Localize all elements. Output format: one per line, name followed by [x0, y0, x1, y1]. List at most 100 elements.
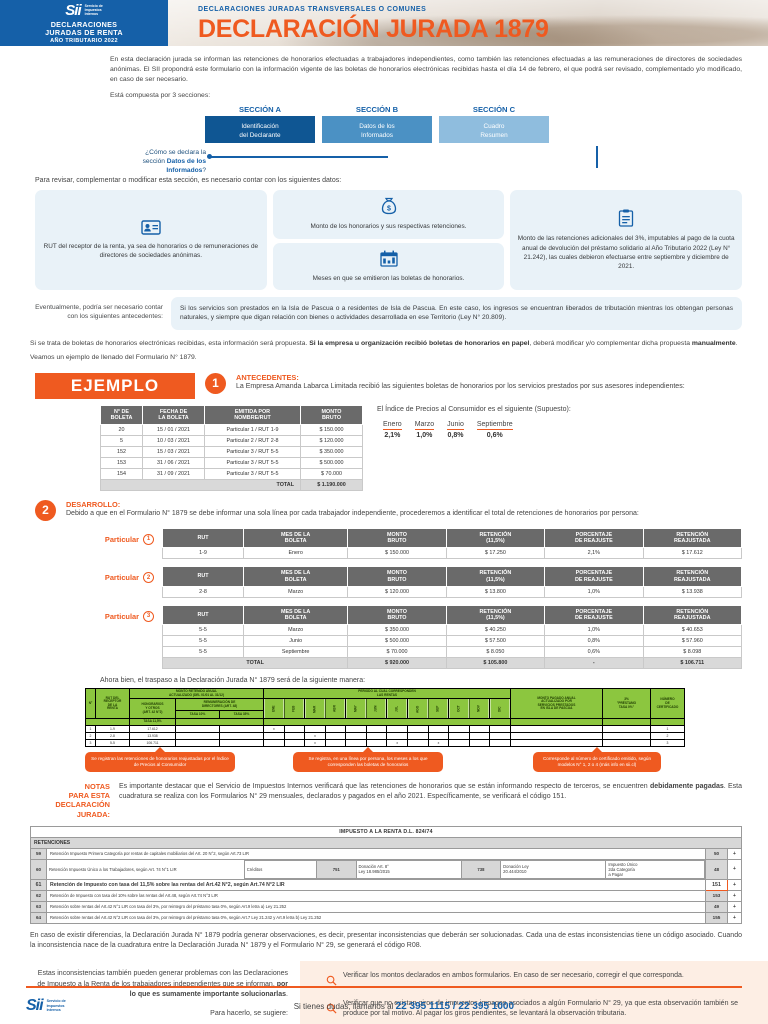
th-reajustada: RETENCIÓN REAJUSTADA — [642, 527, 743, 549]
cell-mes — [345, 738, 367, 747]
cell-mes — [324, 731, 347, 740]
sugerencia-text: Verificar los montos declarados en ambos… — [343, 972, 684, 980]
ipc-item: Marzo 1,0% — [414, 420, 435, 439]
ipc-month: Marzo — [414, 420, 435, 430]
gt-th-mes: NOV — [469, 698, 490, 719]
callout-meses: Se registra, en una línea por persona, l… — [293, 746, 443, 772]
particular-3-label-text: Particular — [104, 611, 139, 621]
notas-section: NOTAS PARA ESTA DECLARACIÓN JURADA: Es i… — [0, 772, 768, 819]
green-table-wrap: N° RUT DEL RECEPTOR DE LA RENTA MONTO RETEN… — [0, 684, 768, 747]
gt-th-mes: JUN — [366, 698, 387, 719]
boletas-ipc-zone: N° DE BOLETA FECHA DE LA BOLETA EMITIDA PO… — [0, 399, 768, 491]
diferencias-text: En caso de existir diferencias, la Decla… — [30, 931, 742, 949]
cell: 5-5 — [161, 624, 245, 637]
notice-t1: Si se trata de boletas de honorarios ele… — [30, 339, 310, 347]
cell: 1,0% — [544, 585, 644, 598]
th-mes: MES DE LA BOLETA — [243, 604, 349, 626]
callout-retenciones: Se registran las retenciones de honorari… — [85, 746, 235, 772]
sugerencias-left-t2: . — [286, 991, 288, 999]
table-row: 63 Retención sobre rentas del Art.42 N°1… — [30, 900, 742, 913]
intro-section: En esta declaración jurada se informan l… — [0, 46, 768, 100]
card-honorarios: $ Monto de los honorarios y sus respecti… — [272, 190, 505, 239]
desarrollo-title: DESARROLLO: — [66, 499, 121, 509]
sugerencias-right: Verificar los montos declarados en ambos… — [300, 961, 768, 1024]
seccion-c: SECCIÓN C Cuadro Resumen — [439, 105, 549, 144]
table-row: 1-9 Enero $ 150.000 $ 17.250 2,1% $ 17.612 — [161, 547, 743, 560]
seccion-c-box: Cuadro Resumen — [439, 116, 549, 144]
ipc-item: Enero 2,1% — [383, 421, 402, 439]
table-row: 153 31 / 06 / 2021 Particular 3 / RUT 5-5 $… — [100, 456, 363, 469]
notas-body: Es importante destacar que el Servicio d… — [119, 782, 742, 802]
ipc-item: Septiembre 0,6% — [476, 420, 513, 439]
cell: 1-9 — [161, 547, 245, 560]
boletas-total-value: $ 1.190.000 — [300, 478, 363, 491]
header-badge-line2: JURADAS DE RENTA — [45, 28, 123, 37]
th-reajustada: RETENCIÓN REAJUSTADA — [642, 566, 743, 587]
cell: 20 — [100, 423, 143, 436]
cell: $ 500.000 — [347, 635, 447, 648]
footer-contact-text: Si tienes dudas, llámanos al — [293, 1001, 394, 1011]
th-retencion: RETENCIÓN (11,5%) — [445, 527, 546, 549]
intro-paragraph-1: En esta declaración jurada se informan l… — [110, 56, 742, 83]
gt-th-mes: OCT — [448, 698, 470, 719]
cell-mes — [427, 731, 450, 740]
rt-inner-label-main: Retención Impuesto Único a los Trabajado… — [49, 866, 177, 872]
cell: $ 150.000 — [300, 423, 363, 436]
cell-t10 — [175, 731, 220, 740]
th-retencion: RETENCIÓN (11,5%) — [445, 604, 546, 626]
cell-mes — [345, 724, 367, 733]
notas-label: NOTAS PARA ESTA DECLARACIÓN JURADA: — [26, 782, 110, 819]
rt-section-row: RETENCIONES — [30, 836, 742, 849]
rt-inner-table: Retención Impuesto Único a los Trabajado… — [47, 859, 705, 879]
sugerencias-left: Estas inconsistencias también pueden gen… — [0, 961, 300, 1024]
cell: TOTAL — [161, 657, 349, 670]
antecedentes-body: La Empresa Amanda Labarca Limitada recib… — [236, 382, 685, 390]
gt-th-mes: AGO — [407, 698, 429, 719]
card-retenciones-3-text: Monto de las retenciones adicionales del… — [517, 235, 735, 270]
header-badge-line1: DECLARACIONES — [50, 19, 118, 29]
rt-row-number: 64 — [30, 911, 47, 924]
seccion-a-title: SECCIÓN A — [239, 105, 281, 115]
cell-cert: 3 — [650, 738, 685, 747]
gt-th-prestamo: 3% "PRÉSTAMO TASA 0%" — [602, 688, 651, 720]
card-rut: RUT del receptor de la renta, ya sea de … — [35, 190, 267, 290]
rt-inner-code-738: 738 — [460, 859, 502, 879]
declaracion-jurada-table: N° RUT DEL RECEPTOR DE LA RENTA MONTO RETEN… — [85, 688, 685, 747]
cell-mes — [448, 731, 470, 740]
boletas-body: 20 15 / 01 / 2021 Particular 1 / RUT 1-9 $ … — [100, 423, 363, 491]
cell-mes — [407, 738, 429, 747]
intro-paragraph-2: Está compuesta por 3 secciones: — [110, 91, 211, 99]
particular-2-label-text: Particular — [104, 573, 139, 583]
cell: 152 — [100, 445, 143, 458]
sugerencias-left-bold: por lo que es sumamente importante soluc… — [129, 980, 288, 999]
cell: 31 / 06 / 2021 — [142, 456, 205, 469]
cell-isla — [510, 738, 603, 747]
seccion-b-box: Datos de los Informados — [322, 116, 432, 144]
sii-sub-line3: Internos — [84, 12, 99, 17]
sii-logo-subtitle: Servicio de Impuestos Internos — [85, 4, 103, 17]
footer-sub-line3: Internos — [46, 1008, 61, 1013]
gt-th-mes: SEP — [428, 698, 449, 719]
seccion-c-title: SECCIÓN C — [472, 105, 516, 115]
rt-row-plus: + — [727, 847, 742, 860]
cell-mes — [386, 724, 409, 733]
question-line2: sección — [142, 158, 167, 166]
particular-2-block: Particular 2 RUT MES DE LA BOLETA MONTO BRU… — [0, 559, 768, 598]
header-badge-line3: AÑO TRIBUTARIO 2022 — [50, 38, 118, 45]
footer-phone-numbers[interactable]: 22 395 1115 / 22 395 1000 — [395, 1000, 515, 1012]
rt-row-text: Retención de Impuesto con tasa del 11,5%… — [46, 878, 706, 891]
cell-mes — [324, 724, 347, 733]
question-line3-bold: Informados — [166, 167, 203, 175]
antecedentes-title: ANTECEDENTES: — [236, 372, 299, 382]
particular-1-label-text: Particular — [104, 534, 139, 544]
desarrollo-body: Debido a que en el Formulario N° 1879 se… — [66, 509, 639, 517]
cell: $ 17.612 — [642, 547, 743, 560]
cell-rut: 5-5 — [95, 738, 130, 747]
ipc-month: Septiembre — [476, 420, 513, 430]
particular-1-body: 1-9 Enero $ 150.000 $ 17.250 2,1% $ 17.612 — [161, 547, 743, 560]
rt-row-number: 63 — [30, 900, 47, 913]
notas-label-l4: JURADA: — [76, 809, 110, 819]
cell-mes: x — [304, 731, 326, 740]
notice-veamos: Veamos un ejemplo de llenado del Formula… — [30, 353, 197, 361]
callout-certificado: Corresponde al número de certificado emi… — [533, 746, 661, 772]
